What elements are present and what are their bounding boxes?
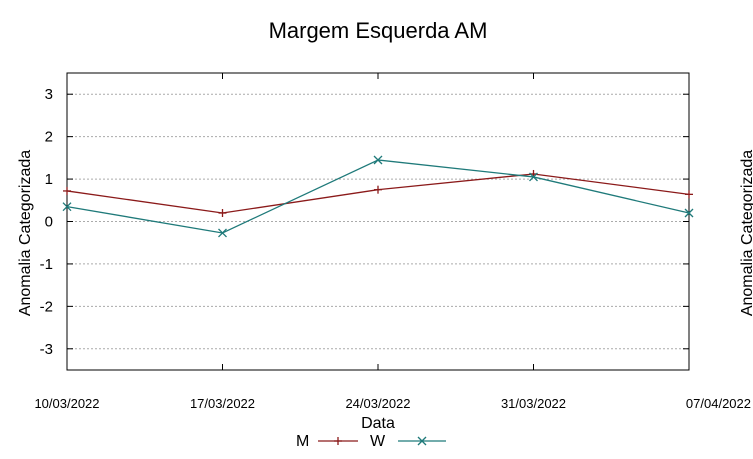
chart-title: Margem Esquerda AM [269, 18, 488, 43]
x-axis-label: Data [361, 415, 395, 432]
y-tick-label: -2 [40, 298, 53, 315]
x-tick-label: 17/03/2022 [190, 396, 255, 411]
series-line-W [66, 159, 690, 234]
x-tick-label: 31/03/2022 [501, 396, 566, 411]
y-tick-label: -3 [40, 341, 53, 358]
data-point-W [218, 228, 227, 238]
y-tick-label: 1 [45, 171, 53, 188]
y-tick-label: 3 [45, 86, 53, 103]
data-point-W [529, 172, 538, 182]
legend-entry-W: W [370, 433, 446, 450]
y-tick-label: 2 [45, 129, 53, 146]
data-point-M [63, 186, 71, 195]
legend-label: W [370, 433, 386, 450]
x-tick-label: 07/04/2022 [686, 396, 751, 411]
data-point-W [62, 202, 72, 212]
y-tick-label: -1 [40, 256, 53, 273]
x-axis-ticks: 10/03/2022 17/03/2022 24/03/2022 31/03/2022… [34, 73, 751, 411]
legend-entry-M: M [296, 433, 358, 450]
data-point-W [373, 155, 383, 165]
legend-label: M [296, 433, 309, 450]
y-axis-label: Anomalia Categorizada [17, 150, 34, 316]
data-point-W [684, 208, 694, 218]
y-axis-ticks: -3 -2 -1 0 1 2 3 [40, 86, 689, 358]
x-tick-label: 24/03/2022 [345, 396, 410, 411]
data-point-M [685, 190, 693, 199]
data-point-M [374, 185, 382, 194]
gridlines [67, 93, 689, 350]
y-tick-label: 0 [45, 214, 53, 231]
series-group [62, 155, 694, 238]
y-axis-label-right-clipped: Anomalia Categorizada [739, 150, 753, 316]
data-point-M [218, 209, 227, 218]
x-tick-label: 10/03/2022 [34, 396, 99, 411]
